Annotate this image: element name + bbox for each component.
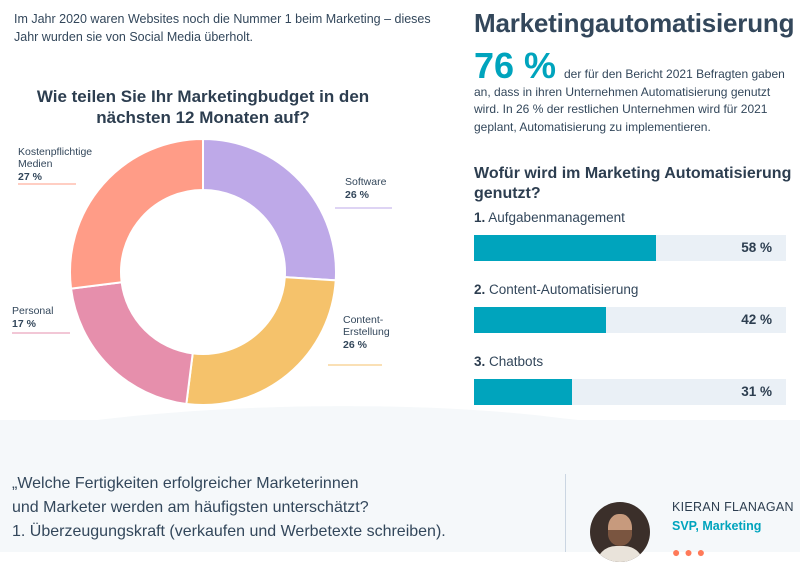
slice-label: Software — [345, 176, 387, 188]
quote-line-2: und Marketer werden am häufigsten unters… — [12, 499, 369, 516]
bar-value: 58 % — [741, 240, 772, 255]
usage-bar-item-3: 3. Chatbots 31 % — [474, 353, 786, 405]
slice-label: Personal — [12, 305, 53, 317]
slice-label: Kostenpflichtige — [18, 146, 92, 158]
bar-label: 1. Aufgabenmanagement — [474, 210, 625, 225]
donut-slice-3 — [69, 281, 194, 406]
quote-line-1: „Welche Fertigkeiten erfolgreicher Marke… — [12, 475, 359, 492]
automation-percentage: 76 % — [474, 45, 557, 86]
logo-icon: ● ● ● — [672, 544, 706, 560]
usage-bar-item-1: 1. Aufgabenmanagement 58 % — [474, 209, 786, 261]
slice-label: Content- — [343, 314, 384, 326]
slice-percentage: 17 % — [12, 318, 37, 330]
wave-divider — [0, 406, 800, 460]
chart-title: Wie teilen Sie Ihr Marketingbudget in de… — [36, 87, 370, 127]
slice-percentage: 26 % — [345, 189, 370, 201]
avatar — [590, 502, 650, 562]
person-role: SVP, Marketing — [672, 519, 762, 533]
donut-slice-1 — [202, 137, 337, 282]
automation-description: der für den Bericht 2021 Befragten gaben… — [474, 67, 785, 134]
slice-label: Erstellung — [343, 326, 390, 338]
donut-slice-2 — [185, 276, 337, 406]
vertical-divider — [565, 474, 566, 552]
usage-bar-item-2: 2. Content-Automatisierung 42 % — [474, 281, 786, 333]
bar-label: 3. Chatbots — [474, 354, 544, 369]
bar-fill — [476, 235, 656, 261]
slice-label: Medien — [18, 158, 53, 170]
quote-text: „Welche Fertigkeiten erfolgreicher Marke… — [12, 472, 552, 544]
slice-percentage: 27 % — [18, 171, 43, 183]
usage-question: Wofür wird im Marketing Automatisierung … — [474, 165, 792, 202]
quote-line-3: 1. Überzeugungskraft (verkaufen und Werb… — [12, 523, 446, 540]
bar-fill — [476, 379, 573, 405]
bar-value: 31 % — [741, 384, 772, 399]
intro-text: Im Jahr 2020 waren Websites noch die Num… — [14, 12, 431, 44]
bar-value: 42 % — [741, 312, 772, 327]
bar-label: 2. Content-Automatisierung — [474, 282, 639, 297]
donut-slice-4 — [69, 137, 204, 290]
slice-percentage: 26 % — [343, 339, 368, 351]
bar-track: 58 % — [474, 235, 786, 261]
bar-track: 31 % — [474, 379, 786, 405]
person-name: KIERAN FLANAGAN — [672, 500, 794, 514]
bar-track: 42 % — [474, 307, 786, 333]
bar-fill — [476, 307, 607, 333]
section-title: Marketingautomatisierung — [474, 8, 795, 38]
